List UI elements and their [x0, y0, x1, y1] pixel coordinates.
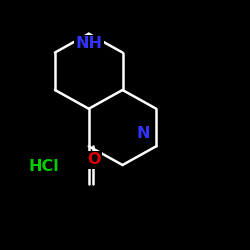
Text: N: N	[137, 126, 150, 141]
Text: NH: NH	[75, 36, 102, 51]
Text: O: O	[87, 152, 101, 168]
Text: HCl: HCl	[28, 159, 59, 174]
